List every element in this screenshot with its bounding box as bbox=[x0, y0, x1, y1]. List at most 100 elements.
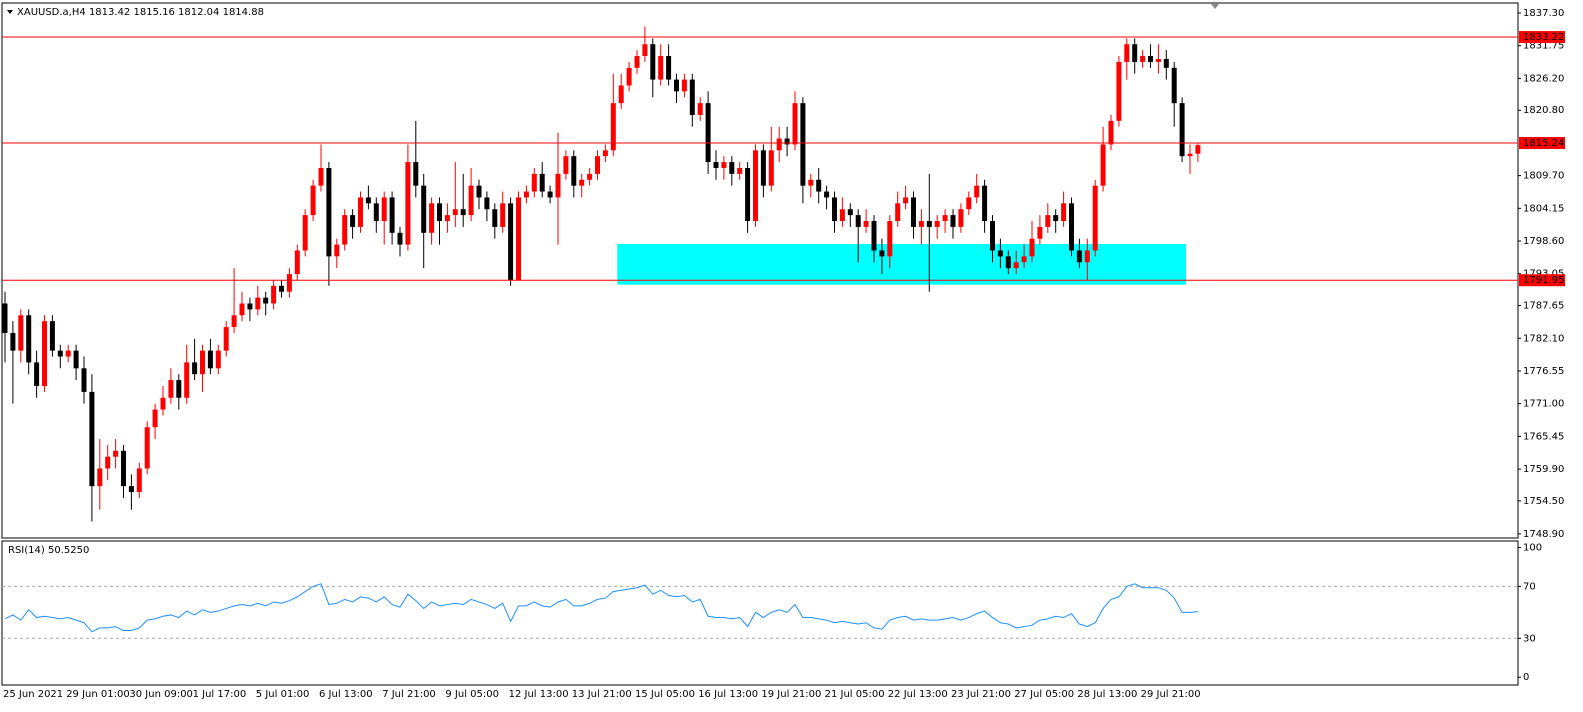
open: 1813.42 bbox=[89, 7, 130, 18]
level-label: 1815.24 bbox=[1523, 138, 1564, 149]
candle-body bbox=[153, 410, 158, 428]
candle-body bbox=[603, 150, 608, 156]
x-tick-label: 29 Jun 01:00 bbox=[66, 689, 130, 700]
candle-body bbox=[445, 215, 450, 221]
candle-body bbox=[500, 203, 505, 227]
candle-body bbox=[745, 168, 750, 221]
candle-body bbox=[366, 197, 371, 203]
rsi-title: RSI(14) 50.5250 bbox=[8, 545, 89, 556]
candle-body bbox=[263, 298, 268, 304]
candle-body bbox=[82, 368, 87, 392]
candle-body bbox=[1045, 215, 1050, 227]
low: 1812.04 bbox=[178, 7, 219, 18]
candle-body bbox=[1140, 56, 1145, 62]
candle-body bbox=[469, 186, 474, 215]
candle-body bbox=[461, 209, 466, 215]
candle-body bbox=[556, 174, 561, 198]
candle-body bbox=[42, 321, 47, 386]
y-tick-label: 1754.50 bbox=[1523, 496, 1564, 507]
candle-body bbox=[943, 215, 948, 221]
candle-body bbox=[706, 103, 711, 162]
candle-body bbox=[1037, 227, 1042, 239]
candle-body bbox=[777, 139, 782, 151]
candle-body bbox=[911, 197, 916, 226]
candle-body bbox=[240, 303, 245, 315]
candle-body bbox=[1030, 239, 1035, 257]
candle-body bbox=[97, 468, 102, 486]
candle-body bbox=[184, 362, 189, 397]
candle-body bbox=[10, 333, 15, 351]
candle-body bbox=[1101, 144, 1106, 185]
candle-body bbox=[105, 457, 110, 469]
candle-body bbox=[279, 286, 284, 292]
candle-body bbox=[232, 315, 237, 327]
y-tick-label: 1826.20 bbox=[1523, 73, 1564, 84]
candle-body bbox=[595, 156, 600, 174]
x-tick-label: 5 Jul 01:00 bbox=[256, 689, 310, 700]
y-tick-label: 1765.45 bbox=[1523, 431, 1564, 442]
candle-body bbox=[666, 56, 671, 80]
candle-body bbox=[1124, 44, 1129, 62]
candle-body bbox=[540, 174, 545, 192]
candle-body bbox=[1188, 154, 1193, 156]
candle-body bbox=[390, 197, 395, 232]
candle-body bbox=[168, 380, 173, 398]
candle-body bbox=[34, 362, 39, 386]
candle-body bbox=[508, 203, 513, 280]
candle-body bbox=[216, 351, 221, 369]
candle-body bbox=[113, 451, 118, 457]
candle-body bbox=[1164, 59, 1169, 68]
candle-body bbox=[1093, 186, 1098, 251]
candle-body bbox=[413, 162, 418, 186]
candle-body bbox=[1053, 215, 1058, 221]
candle-body bbox=[642, 44, 647, 56]
x-tick-label: 12 Jul 13:00 bbox=[509, 689, 569, 700]
candle-body bbox=[137, 468, 142, 492]
candle-body bbox=[958, 209, 963, 227]
candle-body bbox=[619, 85, 624, 103]
candle-body bbox=[690, 80, 695, 115]
candle-body bbox=[1061, 203, 1066, 221]
x-tick-label: 21 Jul 05:00 bbox=[825, 689, 885, 700]
level-label: 1791.95 bbox=[1523, 275, 1564, 286]
candle-body bbox=[951, 215, 956, 227]
x-tick-label: 6 Jul 13:00 bbox=[319, 689, 373, 700]
candle-body bbox=[129, 486, 134, 492]
candle-body bbox=[453, 209, 458, 215]
candle-body bbox=[1156, 59, 1161, 62]
candle-body bbox=[374, 203, 379, 221]
y-tick-label: 1771.00 bbox=[1523, 399, 1564, 410]
candle-body bbox=[484, 197, 489, 209]
x-tick-label: 28 Jul 13:00 bbox=[1077, 689, 1137, 700]
candle-body bbox=[1132, 44, 1137, 62]
y-tick-label: 1804.15 bbox=[1523, 203, 1564, 214]
candle-body bbox=[721, 162, 726, 168]
candle-body bbox=[477, 186, 482, 198]
support-zone bbox=[617, 244, 1186, 285]
candle-body bbox=[990, 221, 995, 250]
candle-body bbox=[966, 197, 971, 209]
candle-body bbox=[571, 156, 576, 185]
candle-body bbox=[627, 68, 632, 86]
candle-body bbox=[437, 203, 442, 221]
x-tick-label: 7 Jul 21:00 bbox=[382, 689, 436, 700]
candle-body bbox=[192, 362, 197, 374]
x-tick-label: 22 Jul 13:00 bbox=[888, 689, 948, 700]
y-tick-label: 1776.55 bbox=[1523, 366, 1564, 377]
candle-body bbox=[769, 150, 774, 185]
y-tick-label: 1837.30 bbox=[1523, 8, 1564, 19]
candle-body bbox=[658, 56, 663, 80]
candle-body bbox=[887, 221, 892, 256]
candle-body bbox=[563, 156, 568, 174]
candle-body bbox=[176, 380, 181, 398]
candle-body bbox=[26, 315, 31, 362]
candle-body bbox=[848, 209, 853, 215]
candle-body bbox=[974, 186, 979, 198]
symbol: XAUUSD.a,H4 bbox=[17, 7, 86, 18]
candle-body bbox=[224, 327, 229, 351]
x-tick-label: 13 Jul 21:00 bbox=[572, 689, 632, 700]
candle-body bbox=[161, 398, 166, 410]
candle-body bbox=[303, 215, 308, 250]
y-tick-label: 30 bbox=[1523, 633, 1536, 644]
candle-body bbox=[1172, 68, 1177, 103]
